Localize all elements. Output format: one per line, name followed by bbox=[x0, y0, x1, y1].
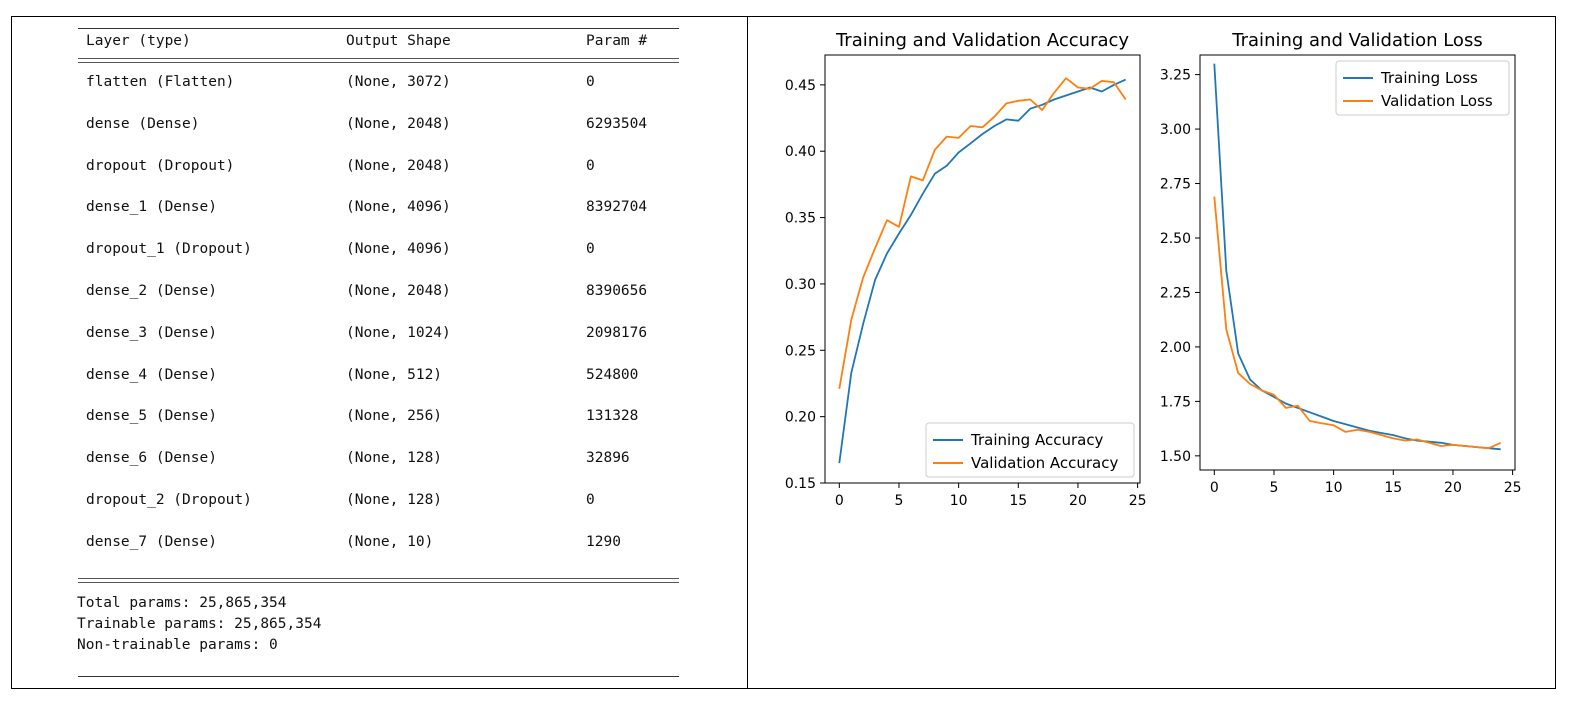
summary-cell-shape: (None, 4096) bbox=[346, 241, 451, 257]
summary-cell-shape: (None, 128) bbox=[346, 492, 443, 508]
x-tick-label: 20 bbox=[1444, 480, 1462, 496]
y-tick-label: 0.15 bbox=[785, 476, 816, 492]
summary-cell-params: 524800 bbox=[586, 367, 639, 383]
summary-cell-shape: (None, 2048) bbox=[346, 116, 451, 132]
y-tick-label: 0.30 bbox=[785, 277, 816, 293]
summary-cell-params: 6293504 bbox=[586, 116, 648, 132]
header-layer: Layer (type) bbox=[86, 33, 191, 49]
summary-cell-layer: dropout_1 (Dropout) bbox=[86, 241, 252, 257]
y-tick-label: 2.75 bbox=[1160, 177, 1191, 193]
x-tick-label: 0 bbox=[1210, 480, 1219, 496]
x-tick-label: 15 bbox=[1009, 493, 1027, 509]
legend-label: Training Accuracy bbox=[970, 431, 1104, 449]
summary-cell-layer: dense (Dense) bbox=[86, 116, 200, 132]
summary-cell-layer: dense_4 (Dense) bbox=[86, 367, 217, 383]
header-rule bbox=[78, 58, 679, 63]
x-tick-label: 0 bbox=[835, 493, 844, 509]
summary-cell-params: 0 bbox=[586, 158, 595, 174]
series-line-validation-loss bbox=[1213, 196, 1502, 450]
y-tick-label: 1.50 bbox=[1160, 449, 1191, 465]
summary-cell-shape: (None, 2048) bbox=[346, 283, 451, 299]
summary-cell-layer: dense_1 (Dense) bbox=[86, 199, 217, 215]
y-tick-label: 2.50 bbox=[1160, 231, 1191, 247]
summary-cell-params: 0 bbox=[586, 74, 595, 90]
summary-cell-layer: dense_6 (Dense) bbox=[86, 450, 217, 466]
summary-cell-params: 8392704 bbox=[586, 199, 648, 215]
summary-cell-layer: flatten (Flatten) bbox=[86, 74, 235, 90]
legend-label: Validation Accuracy bbox=[971, 454, 1118, 472]
x-tick-label: 20 bbox=[1069, 493, 1087, 509]
summary-cell-shape: (None, 1024) bbox=[346, 325, 451, 341]
chart-title: Training and Validation Accuracy bbox=[835, 30, 1129, 51]
series-line-training-loss bbox=[1213, 63, 1501, 451]
summary-cell-params: 1290 bbox=[586, 534, 621, 550]
summary-cell-params: 0 bbox=[586, 241, 595, 257]
panel-divider bbox=[747, 16, 748, 689]
charts-svg: Training and Validation Accuracy 0 5 10 15 20… bbox=[785, 30, 1522, 509]
top-rule bbox=[78, 28, 679, 31]
x-tick-label: 10 bbox=[950, 493, 968, 509]
summary-cell-params: 2098176 bbox=[586, 325, 648, 341]
summary-cell-layer: dense_2 (Dense) bbox=[86, 283, 217, 299]
summary-cell-shape: (None, 10) bbox=[346, 534, 434, 550]
summary-cell-layer: dense_3 (Dense) bbox=[86, 325, 217, 341]
y-tick-label: 2.25 bbox=[1160, 285, 1191, 301]
legend-label: Training Loss bbox=[1380, 69, 1478, 87]
x-tick-label: 10 bbox=[1325, 480, 1343, 496]
x-tick-label: 25 bbox=[1504, 480, 1522, 496]
y-tick-label: 0.40 bbox=[785, 144, 816, 160]
x-tick-label: 5 bbox=[895, 493, 904, 509]
y-tick-label: 0.25 bbox=[785, 343, 816, 359]
summary-cell-shape: (None, 2048) bbox=[346, 158, 451, 174]
summary-cell-layer: dense_5 (Dense) bbox=[86, 408, 217, 424]
y-tick-label: 0.35 bbox=[785, 211, 816, 227]
summary-cell-shape: (None, 3072) bbox=[346, 74, 451, 90]
header-params: Param # bbox=[586, 33, 648, 49]
trainable-params: Trainable params: 25,865,354 bbox=[77, 616, 322, 632]
y-tick-label: 0.20 bbox=[785, 410, 816, 426]
summary-cell-shape: (None, 128) bbox=[346, 450, 443, 466]
summary-cell-params: 0 bbox=[586, 492, 595, 508]
legend-box bbox=[1335, 60, 1510, 116]
legend-label: Validation Loss bbox=[1381, 92, 1493, 110]
summary-cell-layer: dense_7 (Dense) bbox=[86, 534, 217, 550]
summary-cell-shape: (None, 4096) bbox=[346, 199, 451, 215]
x-tick-label: 25 bbox=[1129, 493, 1147, 509]
series-line-validation-accuracy bbox=[838, 77, 1127, 389]
y-tick-label: 3.00 bbox=[1160, 122, 1191, 138]
chart-title: Training and Validation Loss bbox=[1231, 30, 1482, 51]
x-tick-label: 15 bbox=[1384, 480, 1402, 496]
total-params: Total params: 25,865,354 bbox=[77, 595, 287, 611]
y-tick-label: 3.25 bbox=[1160, 68, 1191, 84]
axes-frame bbox=[824, 54, 1141, 484]
summary-cell-shape: (None, 256) bbox=[346, 408, 443, 424]
summary-cell-layer: dropout_2 (Dropout) bbox=[86, 492, 252, 508]
bottom-rule bbox=[78, 676, 679, 679]
x-tick-label: 5 bbox=[1270, 480, 1279, 496]
y-tick-label: 2.00 bbox=[1160, 340, 1191, 356]
non-trainable-params: Non-trainable params: 0 bbox=[77, 637, 278, 653]
axes-frame bbox=[1199, 54, 1516, 471]
series-line-training-accuracy bbox=[838, 78, 1127, 464]
figure-frame bbox=[11, 16, 1556, 689]
summary-cell-layer: dropout (Dropout) bbox=[86, 158, 235, 174]
summary-cell-params: 131328 bbox=[586, 408, 639, 424]
footer-rule bbox=[78, 578, 679, 583]
header-shape: Output Shape bbox=[346, 33, 451, 49]
y-tick-label: 0.45 bbox=[785, 78, 816, 94]
charts-panel: Training and Validation Accuracy 0 5 10 15 20… bbox=[748, 17, 1555, 688]
summary-cell-params: 32896 bbox=[586, 450, 630, 466]
legend-box bbox=[925, 422, 1135, 478]
y-tick-label: 1.75 bbox=[1160, 394, 1191, 410]
model-summary-panel: Layer (type) Output Shape Param # flatte… bbox=[12, 17, 746, 688]
summary-cell-shape: (None, 512) bbox=[346, 367, 443, 383]
summary-cell-params: 8390656 bbox=[586, 283, 648, 299]
